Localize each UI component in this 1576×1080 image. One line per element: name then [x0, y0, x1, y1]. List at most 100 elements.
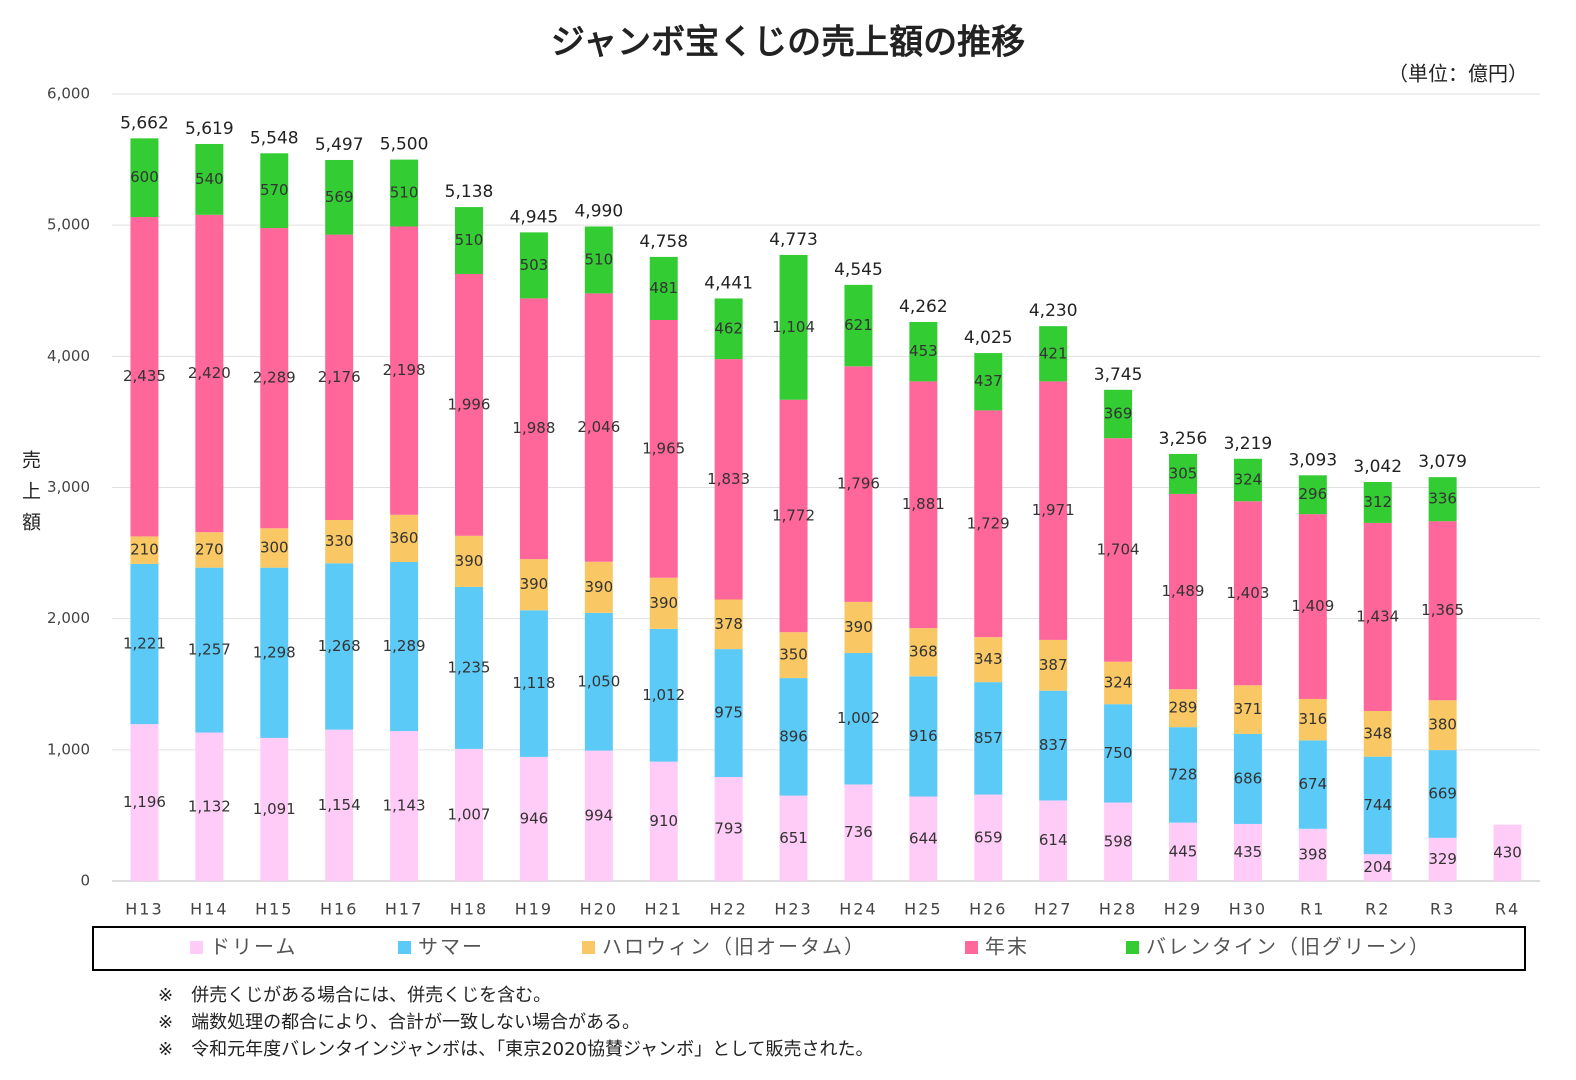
bar-segment [1104, 802, 1133, 881]
bar-segment [649, 628, 678, 762]
bar-segment [1039, 800, 1068, 881]
bar-segment [909, 321, 938, 382]
segment-label: 462 [714, 319, 743, 337]
segment-label: 1,365 [1421, 601, 1464, 619]
bar-segment [1428, 750, 1457, 838]
bar-segment [779, 632, 808, 679]
bar-segment [1428, 521, 1457, 701]
legend-label: サマー [418, 935, 484, 959]
segment-label: 1,403 [1226, 584, 1269, 602]
segment-label: 975 [714, 704, 743, 722]
segment-label: 910 [649, 812, 678, 830]
segment-label: 728 [1169, 765, 1198, 783]
segment-label: 2,289 [253, 369, 296, 387]
bar-segment [325, 729, 354, 881]
bar-segment [130, 217, 159, 537]
y-tick-label: 0 [80, 872, 90, 890]
total-label: 3,079 [1418, 452, 1467, 472]
y-tick-label: 4,000 [47, 347, 90, 365]
segment-label: 380 [1428, 716, 1457, 734]
total-label: 5,497 [315, 135, 364, 155]
bar-segment [1298, 740, 1327, 829]
total-label: 3,219 [1224, 434, 1273, 454]
x-tick-label: H14 [190, 900, 228, 919]
legend-label: 年末 [985, 935, 1029, 959]
bar-segment [844, 601, 873, 654]
segment-label: 369 [1104, 404, 1133, 422]
bar-segment [1298, 514, 1327, 699]
total-label: 4,758 [639, 232, 688, 252]
segment-label: 598 [1104, 832, 1133, 850]
segment-label: 1,833 [707, 470, 750, 488]
x-tick-label: H19 [515, 900, 553, 919]
segment-label: 1,996 [448, 395, 491, 413]
total-label: 5,619 [185, 119, 234, 139]
x-tick-label: H22 [709, 900, 747, 919]
bar-segment [130, 138, 159, 218]
x-tick-label: R4 [1495, 900, 1520, 919]
segment-label: 390 [844, 618, 873, 636]
segment-label: 1,489 [1162, 582, 1205, 600]
segment-label: 1,091 [253, 800, 296, 818]
bar-segment [584, 750, 613, 881]
bar-segment [844, 653, 873, 785]
segment-label: 896 [779, 727, 808, 745]
segment-label: 330 [325, 532, 354, 550]
unit-note: （単位：億円） [1388, 62, 1528, 86]
segment-label: 435 [1234, 843, 1263, 861]
bar-segment [1363, 522, 1392, 712]
total-label: 4,262 [899, 297, 948, 317]
bar-segment [714, 649, 743, 777]
segment-label: 210 [130, 541, 159, 559]
bar-segment [390, 562, 419, 732]
segment-label: 324 [1234, 471, 1263, 489]
bar-segment [974, 682, 1003, 795]
segment-label: 2,435 [123, 367, 166, 385]
total-label: 4,945 [510, 207, 559, 227]
segment-label: 857 [974, 729, 1003, 747]
segment-label: 296 [1298, 485, 1327, 503]
segment-label: 1,298 [253, 643, 296, 661]
segment-label: 445 [1169, 842, 1198, 860]
segment-label: 1,235 [448, 658, 491, 676]
legend-label: ドリーム [210, 935, 297, 959]
footnote: ※ 併売くじがある場合には、併売くじを含む。 [158, 985, 551, 1006]
bar-segment [1233, 733, 1262, 824]
bar-segment [519, 610, 548, 757]
bar-segment [1233, 685, 1262, 734]
bar-segment [909, 676, 938, 797]
segment-label: 1,881 [902, 495, 945, 513]
y-tick-label: 1,000 [47, 740, 90, 758]
bar-segment [1169, 493, 1197, 690]
segment-label: 1,971 [1032, 501, 1075, 519]
segment-label: 1,143 [383, 797, 426, 815]
bar-segment [1233, 458, 1262, 502]
segment-label: 1,988 [512, 419, 555, 437]
bar-segment [714, 599, 743, 650]
segment-label: 686 [1234, 769, 1263, 787]
bar-segment [1104, 661, 1133, 705]
total-label: 5,548 [250, 128, 299, 148]
bar-segment [1233, 823, 1262, 881]
bar-segment [1363, 756, 1392, 855]
bar-segment [1104, 389, 1133, 439]
legend-label: ハロウィン（旧オータム） [602, 935, 866, 959]
bar-segment [649, 761, 678, 881]
segment-label: 946 [520, 809, 549, 827]
segment-label: 659 [974, 828, 1003, 846]
segment-label: 387 [1039, 656, 1068, 674]
x-tick-label: H15 [255, 900, 293, 919]
bar-segment [1363, 854, 1392, 881]
chart-title: ジャンボ宝くじの売上額の推移 [551, 23, 1025, 63]
x-tick-label: H24 [839, 900, 877, 919]
segment-label: 570 [260, 181, 289, 199]
bar-segment [260, 228, 289, 529]
bar-segment [325, 520, 354, 564]
total-label: 4,990 [574, 201, 623, 221]
segment-label: 569 [325, 188, 354, 206]
y-axis-label: 売上額 [19, 450, 41, 543]
segment-label: 1,012 [642, 686, 685, 704]
bar-segment [909, 381, 938, 629]
x-tick-label: H30 [1229, 900, 1267, 919]
segment-label: 289 [1169, 699, 1198, 717]
